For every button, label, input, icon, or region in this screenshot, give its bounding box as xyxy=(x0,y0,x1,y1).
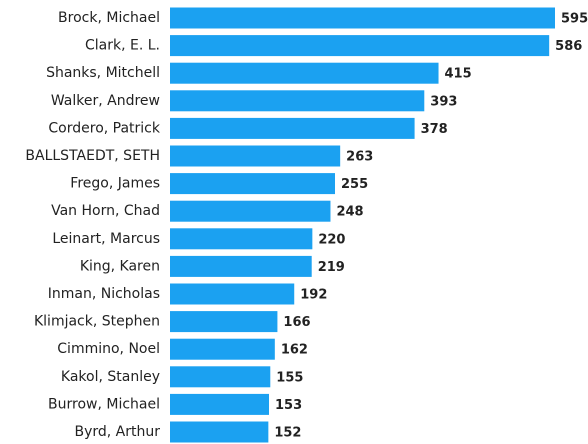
category-label: Brock, Michael xyxy=(58,10,160,26)
bar xyxy=(170,117,415,139)
value-label: 166 xyxy=(283,315,310,330)
category-label: Shanks, Mitchell xyxy=(46,65,160,81)
value-label: 263 xyxy=(346,150,373,165)
value-label: 586 xyxy=(555,39,582,54)
value-label: 162 xyxy=(281,343,308,358)
bar xyxy=(170,200,331,222)
value-label: 595 xyxy=(561,12,588,27)
value-label: 152 xyxy=(274,426,301,441)
value-label: 378 xyxy=(421,122,448,137)
category-label: Klimjack, Stephen xyxy=(34,314,160,330)
bar xyxy=(170,173,335,195)
bar xyxy=(170,366,271,388)
bar xyxy=(170,311,278,333)
category-label: Kakol, Stanley xyxy=(61,369,160,385)
bar xyxy=(170,228,313,250)
category-label: Inman, Nicholas xyxy=(48,286,160,302)
bar xyxy=(170,283,295,305)
value-label: 255 xyxy=(341,177,368,192)
category-label: Van Horn, Chad xyxy=(51,203,160,219)
category-label: Walker, Andrew xyxy=(51,93,160,109)
category-label: Clark, E. L. xyxy=(85,38,160,54)
bar xyxy=(170,421,269,443)
bar xyxy=(170,90,425,112)
category-label: Cimmino, Noel xyxy=(57,341,160,357)
bar xyxy=(170,62,439,84)
bar xyxy=(170,338,275,360)
value-label: 155 xyxy=(276,370,303,385)
category-label: Byrd, Arthur xyxy=(74,424,160,440)
category-label: Frego, James xyxy=(70,176,160,192)
category-label: Leinart, Marcus xyxy=(52,231,160,247)
value-label: 415 xyxy=(445,67,472,82)
value-label: 153 xyxy=(275,398,302,413)
bar xyxy=(170,7,555,29)
category-label: King, Karen xyxy=(80,258,160,274)
bar xyxy=(170,393,269,415)
category-label: BALLSTAEDT, SETH xyxy=(25,148,160,164)
bar xyxy=(170,145,341,167)
bar xyxy=(170,255,312,277)
category-label: Cordero, Patrick xyxy=(48,120,160,136)
category-label: Burrow, Michael xyxy=(48,396,160,412)
value-label: 219 xyxy=(318,260,345,275)
bar xyxy=(170,35,550,57)
value-label: 192 xyxy=(300,288,327,303)
value-label: 248 xyxy=(336,205,363,220)
value-label: 220 xyxy=(318,232,345,247)
value-label: 393 xyxy=(430,94,457,109)
